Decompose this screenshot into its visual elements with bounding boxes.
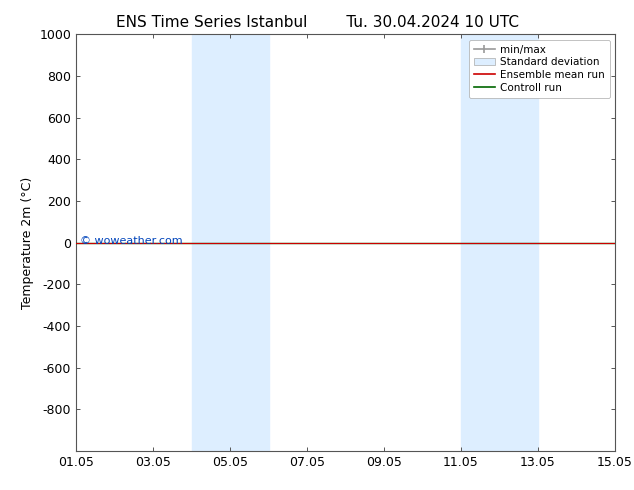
Text: © woweather.com: © woweather.com — [80, 236, 183, 246]
Bar — [490, 34, 538, 451]
Bar — [191, 34, 221, 451]
Bar — [221, 34, 269, 451]
Legend: min/max, Standard deviation, Ensemble mean run, Controll run: min/max, Standard deviation, Ensemble me… — [469, 40, 610, 98]
Bar — [461, 34, 490, 451]
Y-axis label: Temperature 2m (°C): Temperature 2m (°C) — [21, 176, 34, 309]
Text: ENS Time Series Istanbul        Tu. 30.04.2024 10 UTC: ENS Time Series Istanbul Tu. 30.04.2024 … — [115, 15, 519, 30]
